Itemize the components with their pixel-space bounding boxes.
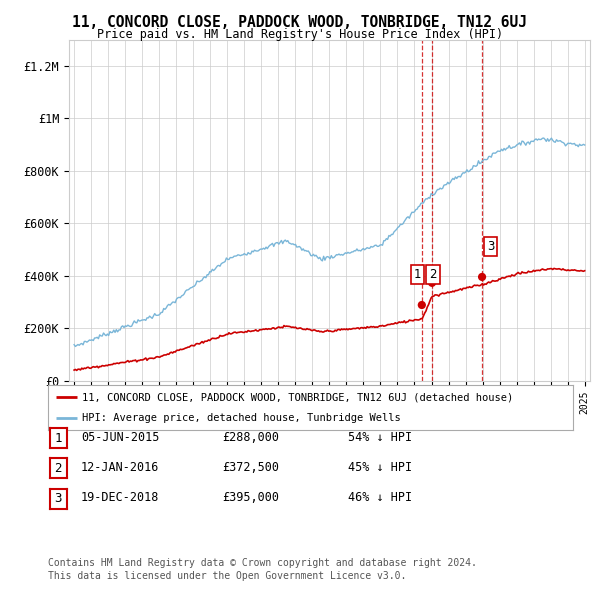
Text: 3: 3 (487, 240, 494, 253)
Text: 3: 3 (55, 492, 62, 505)
Text: 45% ↓ HPI: 45% ↓ HPI (348, 461, 412, 474)
Text: 46% ↓ HPI: 46% ↓ HPI (348, 491, 412, 504)
Text: 1: 1 (55, 432, 62, 445)
Text: 11, CONCORD CLOSE, PADDOCK WOOD, TONBRIDGE, TN12 6UJ: 11, CONCORD CLOSE, PADDOCK WOOD, TONBRID… (73, 15, 527, 30)
Point (417, 300, 427, 310)
Text: Price paid vs. HM Land Registry's House Price Index (HPI): Price paid vs. HM Land Registry's House … (97, 28, 503, 41)
Text: 05-JUN-2015: 05-JUN-2015 (81, 431, 160, 444)
Text: £395,000: £395,000 (222, 491, 279, 504)
Text: This data is licensed under the Open Government Licence v3.0.: This data is licensed under the Open Gov… (48, 571, 406, 581)
Text: £288,000: £288,000 (222, 431, 279, 444)
Text: 12-JAN-2016: 12-JAN-2016 (81, 461, 160, 474)
Point (427, 278, 437, 287)
Text: 19-DEC-2018: 19-DEC-2018 (81, 491, 160, 504)
Text: 2: 2 (55, 462, 62, 475)
Text: Contains HM Land Registry data © Crown copyright and database right 2024.: Contains HM Land Registry data © Crown c… (48, 558, 477, 568)
Text: 1: 1 (414, 268, 421, 281)
Text: HPI: Average price, detached house, Tunbridge Wells: HPI: Average price, detached house, Tunb… (82, 412, 401, 422)
Text: 54% ↓ HPI: 54% ↓ HPI (348, 431, 412, 444)
Text: 2: 2 (429, 268, 437, 281)
Text: £372,500: £372,500 (222, 461, 279, 474)
Point (477, 272, 487, 281)
Text: 11, CONCORD CLOSE, PADDOCK WOOD, TONBRIDGE, TN12 6UJ (detached house): 11, CONCORD CLOSE, PADDOCK WOOD, TONBRID… (82, 392, 514, 402)
